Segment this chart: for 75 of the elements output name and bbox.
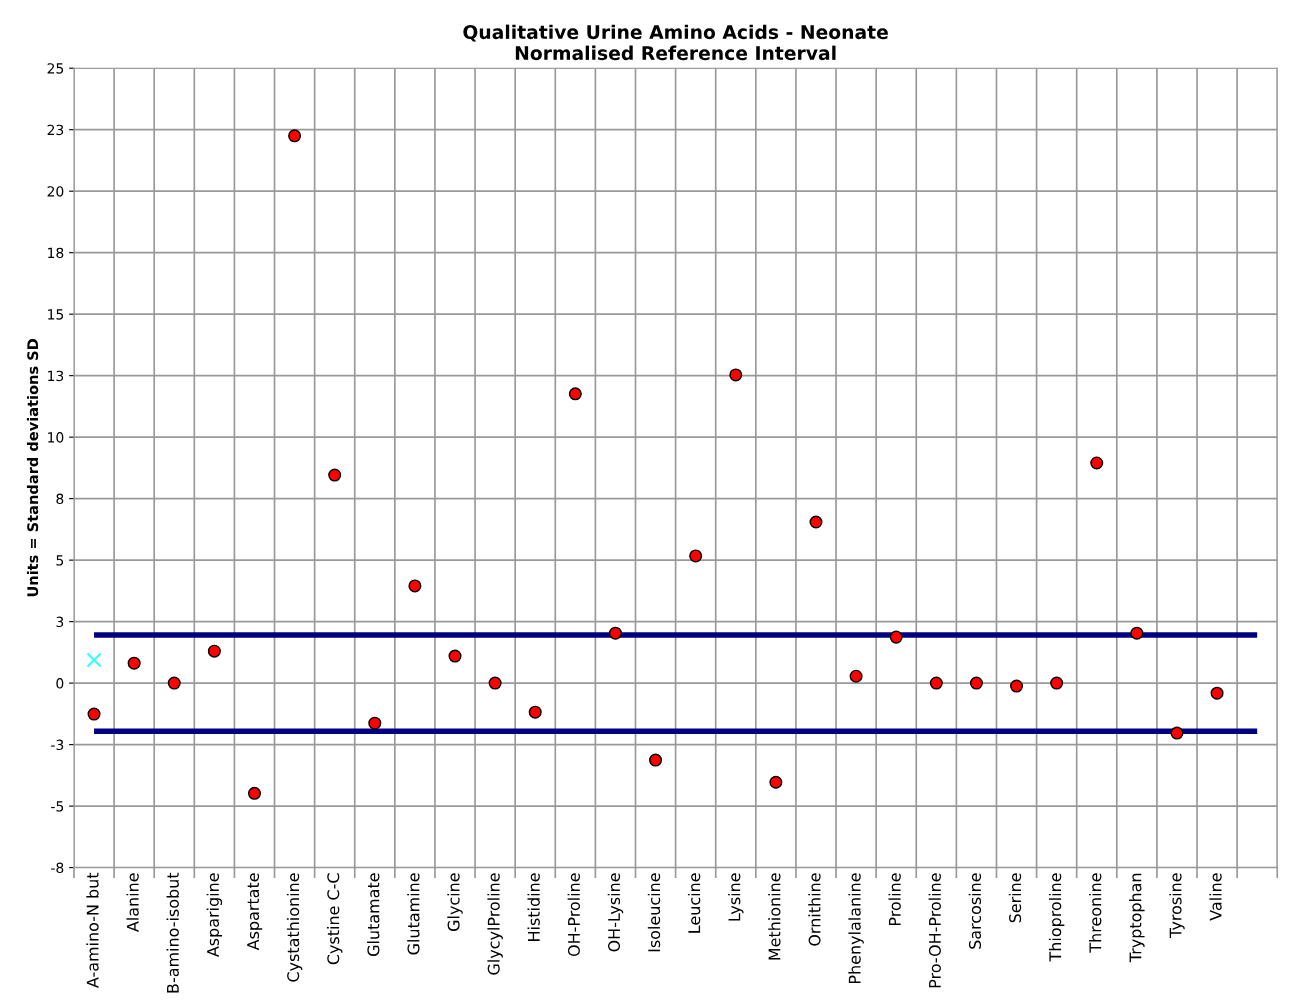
point (1090, 456, 1104, 470)
y-tick-label: 5 (56, 555, 64, 566)
point (488, 676, 502, 690)
point (328, 468, 342, 482)
y-axis-title: Units = Standard deviations SD (26, 338, 39, 597)
point (1130, 626, 1144, 640)
point (608, 626, 622, 640)
point (689, 549, 703, 563)
point (87, 707, 101, 721)
point (568, 387, 582, 401)
x-tick-label: OH-Proline (567, 873, 580, 957)
x-tick-label: Serine (1008, 873, 1022, 923)
x-tick-label: Cystathionine (286, 873, 303, 982)
y-tick-label: 20 (47, 186, 64, 197)
point (649, 753, 663, 767)
x-tick-label: Valine (1209, 873, 1222, 921)
x-tick-label: Sarcosine (968, 873, 982, 949)
point (408, 579, 422, 593)
x-tick-label: GlycylProline (487, 873, 503, 975)
x-tick-label: Tryptophan (1129, 873, 1145, 963)
point (1050, 676, 1064, 690)
x-tick-label: Pro-OH-Proline (928, 873, 941, 988)
y-tick-label: 25 (47, 63, 64, 74)
point (86, 652, 102, 668)
x-tick-label: Tyrosine (1169, 873, 1185, 938)
x-tick-label: Thioproline (1048, 873, 1065, 962)
x-tick-label: Cystine C-C (326, 873, 343, 965)
x-tick-label: Leucine (687, 873, 701, 933)
point (929, 676, 943, 690)
point (1210, 686, 1224, 700)
x-tick-label: Glutamate (367, 873, 380, 956)
x-tick-label: Histidine (527, 873, 540, 941)
point (969, 676, 983, 690)
point (247, 786, 261, 800)
x-tick-label: Ornithine (808, 873, 821, 946)
point (1010, 679, 1024, 693)
y-tick-label: 10 (48, 432, 64, 443)
y-tick-label: 0 (56, 678, 64, 689)
y-tick-label: 13 (48, 370, 64, 382)
point (528, 705, 542, 719)
point (167, 676, 181, 690)
point (127, 656, 141, 670)
point (448, 649, 462, 663)
y-tick-label: 23 (47, 124, 64, 136)
y-tick-label: -5 (51, 801, 64, 812)
x-tick-label: B-amino-isobut (166, 872, 179, 993)
x-tick-label: Aspartate (247, 873, 263, 951)
point (849, 669, 863, 683)
point (288, 129, 302, 143)
x-tick-label: A-amino-N but (86, 872, 99, 988)
point (809, 515, 823, 529)
x-tick-label: Alanine (126, 873, 139, 932)
point (889, 630, 903, 644)
y-tick-label: 3 (56, 616, 64, 628)
x-tick-label: Isoleucine (647, 873, 661, 952)
point (769, 775, 783, 789)
x-tick-label: Glycine (447, 873, 463, 931)
x-tick-label: Glutamine (407, 873, 420, 955)
y-tick-label: -8 (51, 862, 64, 874)
point (1170, 726, 1184, 740)
y-tick-label: 15 (48, 309, 64, 320)
x-tick-label: Threonine (1089, 873, 1102, 953)
point (729, 368, 743, 382)
y-tick-label: 18 (48, 247, 64, 259)
point (207, 644, 221, 658)
chart-title: Qualitative Urine Amino Acids - Neonate Normalised Reference Interval (463, 24, 888, 61)
x-tick-label: Proline (888, 873, 901, 926)
x-tick-label: Lysine (728, 873, 744, 921)
x-tick-label: Phenylalanine (848, 873, 864, 984)
y-tick-label: 8 (56, 493, 64, 505)
point (368, 716, 382, 730)
x-tick-label: Methionine (768, 873, 781, 960)
x-tick-label: Asparigine (206, 873, 223, 958)
y-tick-label: -3 (51, 739, 64, 751)
x-tick-label: OH-Lysine (607, 873, 624, 952)
